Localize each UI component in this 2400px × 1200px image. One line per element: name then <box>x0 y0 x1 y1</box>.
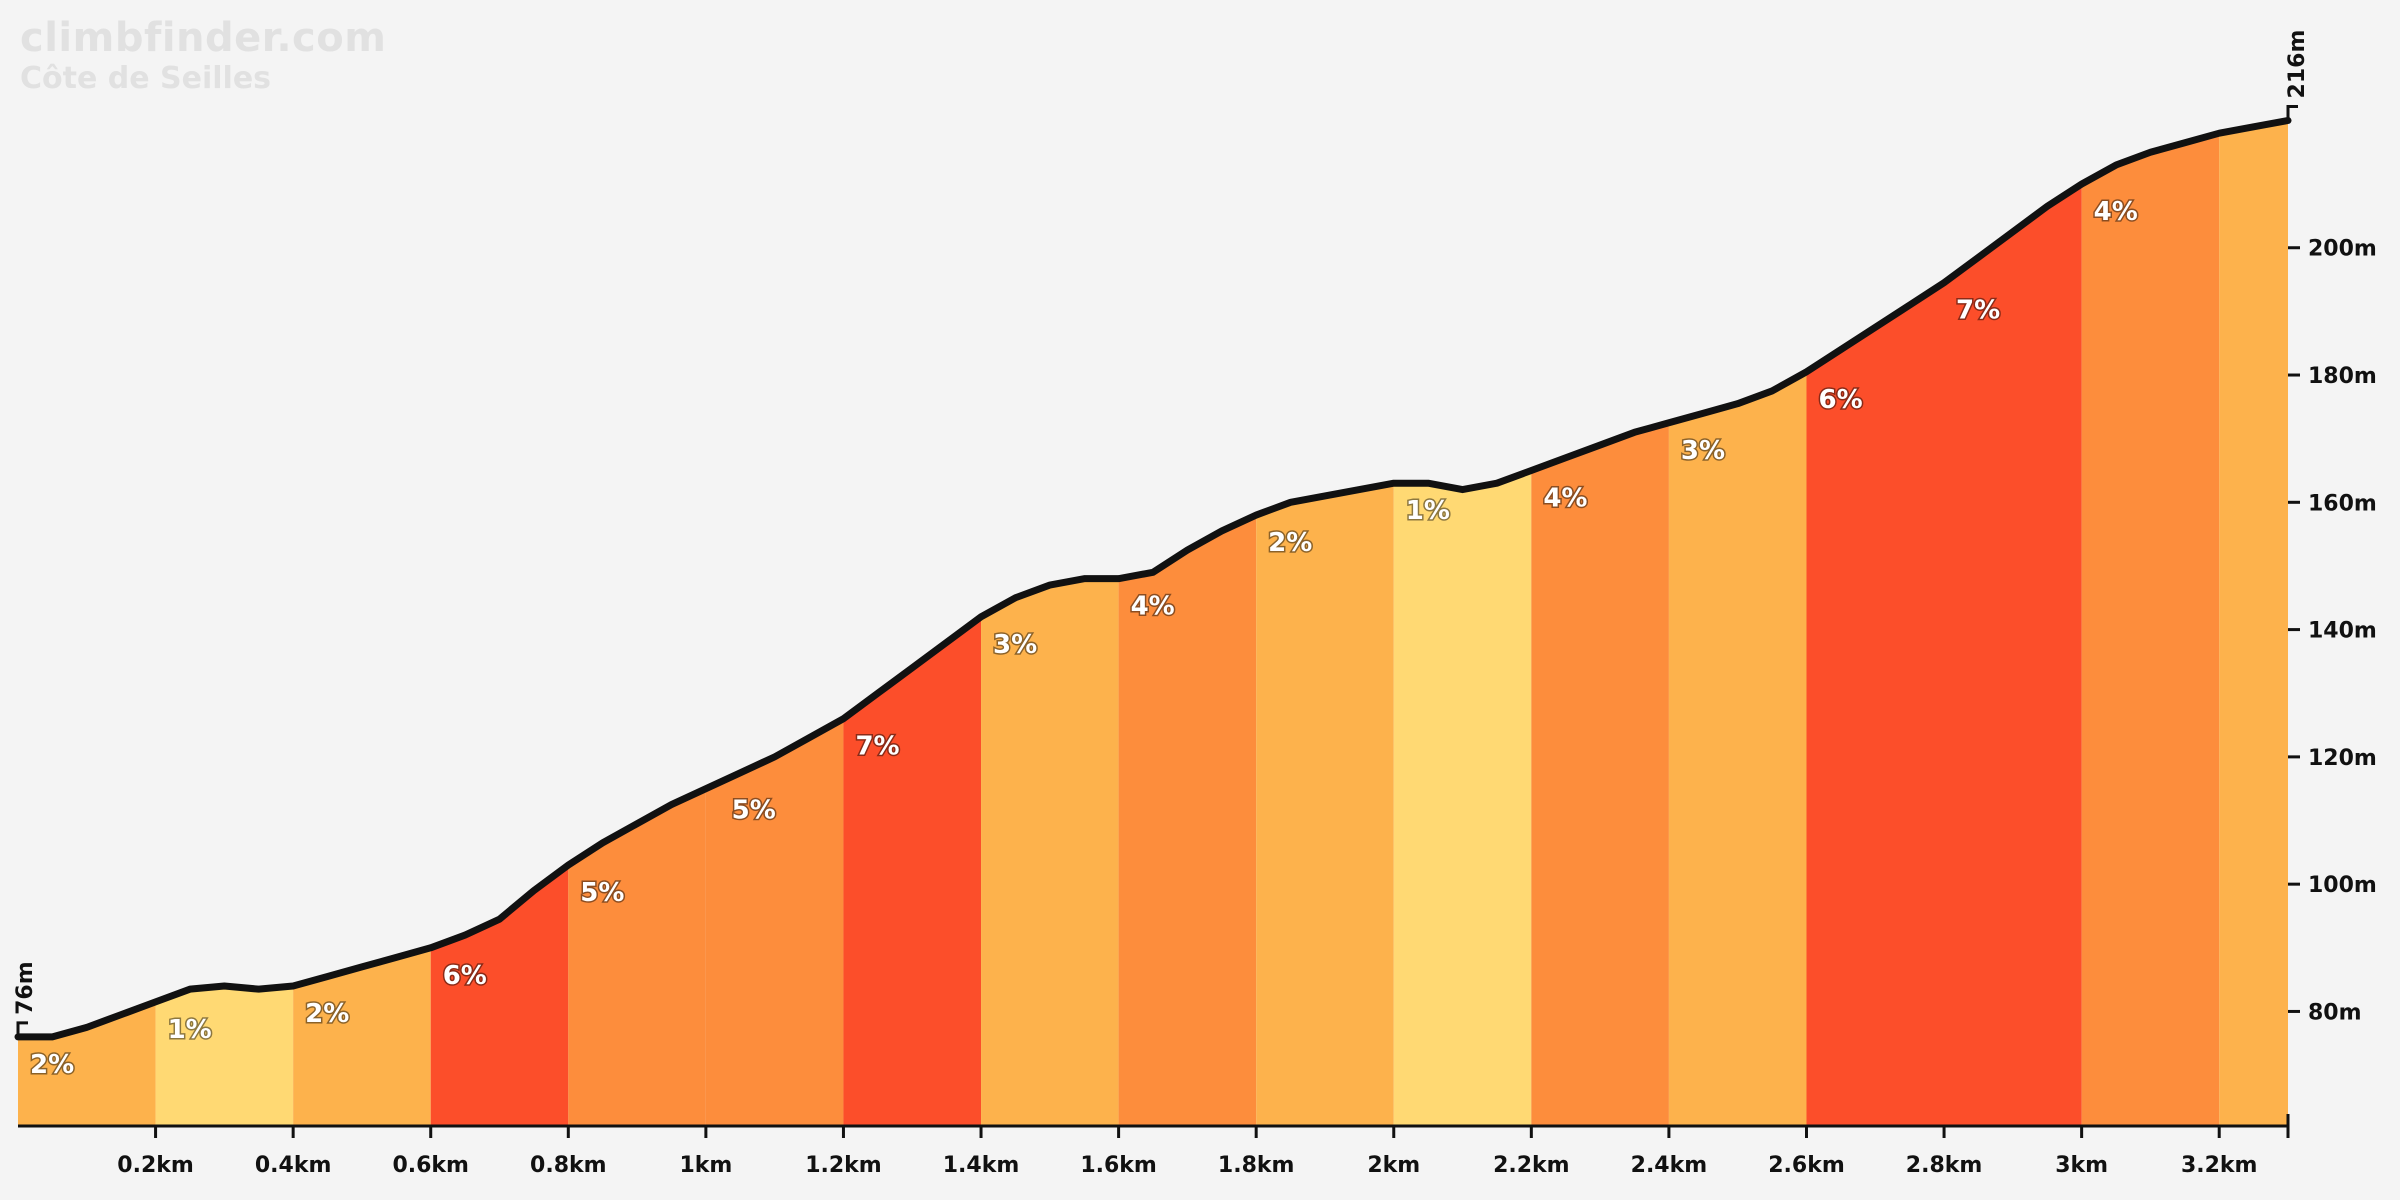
grade-segment-10 <box>1393 470 1532 1126</box>
grade-segment-15 <box>2219 120 2288 1126</box>
grade-segment-4 <box>568 788 706 1126</box>
grade-label-extra-0: 6% <box>1818 385 1862 415</box>
grade-labels: 2% 1% 2% 6% 5% 5% 7% 3% 4% 2% 1% 4% 3% 7% 4% 6% <box>29 196 2140 1082</box>
x-tick-label-15: 3.2km <box>2181 1153 2258 1178</box>
x-tick-label-5: 1.2km <box>805 1153 882 1178</box>
x-axis: 0.2km 0.4km 0.6km 0.8km 1km 1.2km 1.4km 1.6km 1.… <box>18 1114 2290 1178</box>
grade-label-3: 6% <box>443 961 487 991</box>
grade-segment-13 <box>1806 184 2082 1127</box>
x-tick-label-14: 3km <box>2055 1153 2108 1178</box>
grade-label-12: 3% <box>1681 436 1725 466</box>
start-elevation-marker <box>16 1021 28 1037</box>
elevation-markers: 76m 216m <box>13 30 2310 1037</box>
grade-segment-7 <box>981 578 1119 1126</box>
grade-label-14: 4% <box>2094 197 2138 227</box>
x-tick-label-8: 1.8km <box>1218 1153 1295 1178</box>
grade-segment-5 <box>705 718 844 1126</box>
grade-label-1: 1% <box>168 1015 212 1045</box>
x-tick-label-3: 0.8km <box>530 1153 607 1178</box>
elevation-profile-line <box>14 116 2292 1041</box>
y-tick-label-4: 160m <box>2308 491 2377 516</box>
grade-label-0: 2% <box>30 1050 74 1080</box>
brand-watermark: climbfinder.com Côte de Seilles <box>20 18 386 94</box>
grade-label-7: 3% <box>993 630 1037 660</box>
x-tick-label-9: 2km <box>1367 1153 1420 1178</box>
x-tick-label-0: 0.2km <box>117 1153 194 1178</box>
grade-segment-8 <box>1118 515 1257 1126</box>
x-tick-label-4: 1km <box>679 1153 732 1178</box>
grade-segment-2 <box>293 947 431 1126</box>
grade-label-8: 4% <box>1131 592 1175 622</box>
grade-segment-12 <box>1668 371 1807 1126</box>
grade-label-4: 5% <box>580 878 624 908</box>
grade-segment-11 <box>1531 422 1669 1126</box>
x-tick-label-13: 2.8km <box>1906 1153 1983 1178</box>
y-tick-label-5: 180m <box>2308 364 2377 389</box>
grade-segment-6 <box>843 616 982 1126</box>
y-tick-label-0: 80m <box>2308 1000 2362 1025</box>
grade-label-6: 7% <box>855 732 899 762</box>
y-tick-label-6: 200m <box>2308 237 2377 262</box>
grade-label-2: 2% <box>305 999 349 1029</box>
x-tick-label-12: 2.6km <box>1768 1153 1845 1178</box>
grade-label-10: 1% <box>1406 496 1450 526</box>
grade-segments <box>18 120 2288 1127</box>
x-tick-label-2: 0.6km <box>392 1153 469 1178</box>
grade-label-13: 7% <box>1956 296 2000 326</box>
y-tick-label-2: 120m <box>2308 746 2377 771</box>
grade-label-5: 5% <box>732 795 776 825</box>
y-tick-label-3: 140m <box>2308 619 2377 644</box>
x-tick-label-10: 2.2km <box>1493 1153 1570 1178</box>
grade-segment-3 <box>430 865 569 1126</box>
y-tick-label-1: 100m <box>2308 873 2377 898</box>
x-tick-label-1: 0.4km <box>255 1153 332 1178</box>
y-axis: 80m 100m 120m 140m 160m 180m 200m <box>2288 237 2377 1025</box>
grade-segment-9 <box>1256 483 1394 1126</box>
x-tick-label-7: 1.6km <box>1080 1153 1157 1178</box>
grade-label-11: 4% <box>1543 483 1587 513</box>
start-elevation-label: 76m <box>13 961 38 1015</box>
end-elevation-marker <box>2286 104 2298 121</box>
end-elevation-label: 216m <box>2285 30 2310 99</box>
grade-label-9: 2% <box>1268 528 1312 558</box>
grade-segment-1 <box>155 985 294 1126</box>
climb-name: Côte de Seilles <box>20 61 272 96</box>
x-tick-label-11: 2.4km <box>1631 1153 1708 1178</box>
site-name: climbfinder.com <box>20 15 387 61</box>
grade-segment-14 <box>2081 133 2220 1126</box>
grade-segment-0 <box>18 1001 156 1126</box>
x-tick-label-6: 1.4km <box>943 1153 1020 1178</box>
